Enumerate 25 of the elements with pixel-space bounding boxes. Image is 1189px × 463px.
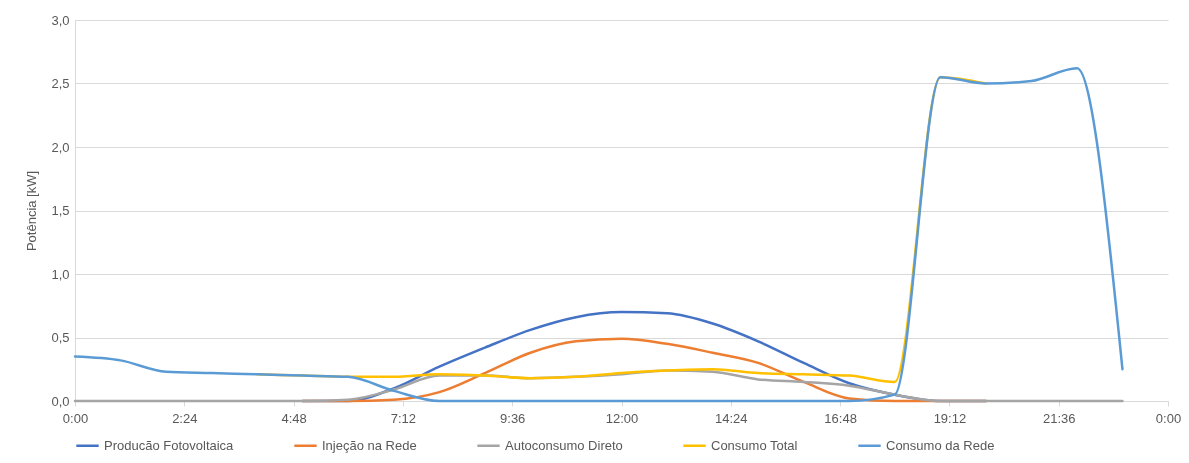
y-tick-label: 1,0 [51, 266, 70, 282]
y-axis-title: Potência [kW] [24, 170, 40, 252]
legend-label: Producão Fotovoltaica [104, 437, 235, 453]
y-tick-label: 0,0 [51, 393, 70, 409]
x-tick-label: 12:00 [605, 410, 639, 426]
x-tick-label: 16:48 [824, 410, 857, 426]
x-tick-label: 7:12 [390, 410, 417, 426]
x-tick-label: 19:12 [933, 410, 967, 426]
x-tick-label: 21:36 [1042, 410, 1076, 426]
legend-label: Consumo Total [711, 437, 798, 453]
line-series [73, 67, 1124, 403]
legend-label: Injeção na Rede [322, 437, 417, 453]
y-tick-label: 2,5 [51, 76, 70, 91]
x-tick-label: 4:48 [281, 410, 307, 426]
legend-label: Autoconsumo Direto [505, 437, 623, 453]
x-tick-label: 14:24 [715, 410, 748, 426]
x-tick-label: 2:24 [172, 410, 198, 426]
y-tick-label: 1,5 [51, 203, 70, 218]
legend-label: Consumo da Rede [886, 437, 995, 453]
y-tick-label: 2,0 [51, 139, 70, 155]
x-tick-label: 0:00 [1155, 410, 1182, 426]
x-tick-label: 0:00 [62, 410, 89, 426]
y-tick-label: 0,5 [51, 330, 70, 345]
x-tick-label: 9:36 [500, 410, 526, 426]
y-tick-label: 3,0 [51, 12, 70, 28]
